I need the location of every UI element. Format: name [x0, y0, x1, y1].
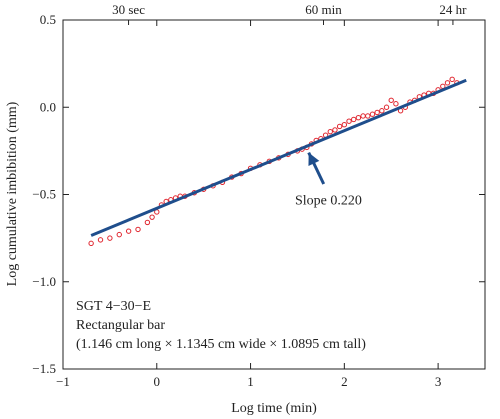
- data-point: [449, 76, 455, 83]
- data-point: [346, 118, 352, 124]
- y-axis-label: Log cumulative imbibition (mm): [5, 101, 20, 286]
- data-point: [88, 240, 94, 247]
- ticks: [62, 19, 485, 370]
- x-tick-label: 2: [341, 374, 348, 389]
- data-point: [355, 115, 362, 121]
- y-tick-label: 0.5: [40, 12, 56, 27]
- data-point: [360, 113, 366, 119]
- note-line: (1.146 cm long × 1.1345 cm wide × 1.0895…: [76, 337, 366, 352]
- data-point: [97, 237, 104, 243]
- plot-frame: [62, 19, 486, 370]
- top-axis-labels: 30 sec 60 min 24 hr: [112, 2, 467, 25]
- data-point: [388, 97, 394, 103]
- y-tick-label: 0.0: [40, 99, 56, 114]
- note-line: SGT 4−30−E: [76, 299, 151, 314]
- data-point: [327, 128, 333, 135]
- data-point: [374, 109, 380, 116]
- fit-line: [90, 78, 467, 237]
- data-point: [369, 111, 376, 117]
- x-tick-label: −1: [56, 374, 70, 389]
- data-point: [393, 101, 399, 107]
- x-tick-label: 3: [435, 374, 442, 389]
- y-tick-labels: −1.5 −1.0 −0.5 0.0 0.5: [32, 12, 56, 376]
- data-point: [125, 228, 132, 234]
- data-point: [336, 123, 343, 130]
- data-point: [332, 127, 338, 133]
- data-point: [365, 113, 371, 119]
- y-tick-label: −1.5: [32, 361, 56, 376]
- data-point: [107, 235, 113, 241]
- data-point: [149, 214, 155, 220]
- x-axis-label: Log time (min): [231, 401, 317, 416]
- slope-annotation: Slope 0.220: [295, 151, 362, 209]
- top-axis-label: 24 hr: [439, 2, 467, 17]
- x-tick-label: 1: [247, 374, 254, 389]
- sample-note: SGT 4−30−E Rectangular bar (1.146 cm long …: [76, 299, 366, 352]
- data-point: [379, 108, 385, 114]
- note-line: Rectangular bar: [76, 318, 165, 333]
- y-tick-label: −0.5: [32, 187, 56, 202]
- x-tick-labels: −1 0 1 2 3: [56, 374, 441, 389]
- top-axis-label: 30 sec: [112, 2, 145, 17]
- data-point: [383, 104, 390, 110]
- data-point: [341, 122, 348, 128]
- annotation-arrow-head: [308, 152, 320, 167]
- annotation-text: Slope 0.220: [295, 194, 362, 209]
- y-tick-label: −1.0: [32, 274, 56, 289]
- data-point: [144, 219, 151, 226]
- data-point: [116, 231, 122, 238]
- top-axis-label: 60 min: [305, 2, 342, 17]
- x-tick-label: 0: [154, 374, 161, 389]
- data-point: [135, 226, 141, 233]
- data-point: [444, 80, 451, 86]
- data-point: [351, 116, 357, 123]
